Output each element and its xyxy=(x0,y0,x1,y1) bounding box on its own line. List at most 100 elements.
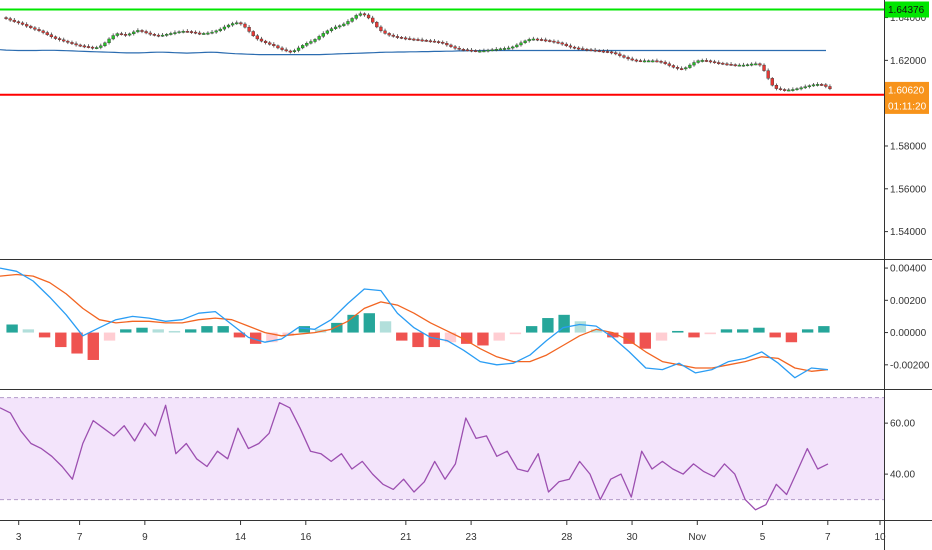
candle-body xyxy=(210,31,214,34)
current-price-tag xyxy=(885,81,929,114)
candle-body xyxy=(680,68,684,70)
candle xyxy=(490,47,494,52)
time-tick-label: 3 xyxy=(16,532,22,543)
candle-body xyxy=(25,24,29,27)
candle xyxy=(292,48,297,54)
candle-body xyxy=(375,22,379,28)
candle xyxy=(465,47,470,52)
macd-histogram-bar xyxy=(509,332,522,335)
candle-body xyxy=(498,48,503,51)
candle-body xyxy=(548,40,552,42)
candle xyxy=(815,82,820,87)
candle-body xyxy=(577,47,581,50)
candle-body xyxy=(539,39,544,41)
price-tick-label: 1.62000 xyxy=(890,56,927,67)
candle-body xyxy=(721,62,725,65)
candle xyxy=(441,40,445,45)
candle xyxy=(416,37,420,42)
candle-body xyxy=(16,21,21,24)
candle-body xyxy=(424,40,428,42)
candle xyxy=(614,50,618,56)
moving-average xyxy=(0,49,826,56)
candle xyxy=(263,39,268,45)
candle-body xyxy=(803,86,807,89)
candle xyxy=(741,62,746,67)
candle-body xyxy=(272,44,276,47)
candle xyxy=(692,60,696,67)
candle xyxy=(288,49,292,54)
candle xyxy=(478,49,482,53)
candle-body xyxy=(189,31,194,33)
macd-histogram-bar xyxy=(769,332,781,338)
candle-body xyxy=(597,50,601,52)
candle-body xyxy=(474,50,478,52)
candle-body xyxy=(486,49,490,52)
candle xyxy=(74,41,78,47)
macd-histogram-bar xyxy=(574,321,587,333)
macd-line xyxy=(0,267,829,379)
candle xyxy=(498,47,503,51)
candle-body xyxy=(342,23,346,26)
candle-body xyxy=(371,17,375,23)
candle-body xyxy=(366,14,371,19)
candle xyxy=(354,13,358,21)
candle-body xyxy=(296,47,301,51)
candle-body xyxy=(268,42,272,45)
macd-histogram-bar xyxy=(623,332,635,344)
candle xyxy=(704,58,709,63)
rsi-band-fill xyxy=(0,397,884,500)
candle-body xyxy=(568,45,573,48)
candle xyxy=(296,45,301,53)
candle xyxy=(469,47,474,53)
macd-histogram-bar xyxy=(6,324,18,333)
candle-body xyxy=(712,61,717,64)
candle-body xyxy=(465,49,470,52)
candle-body xyxy=(395,36,400,38)
candle xyxy=(276,44,280,50)
candle xyxy=(597,49,601,53)
candle xyxy=(165,32,169,37)
macd-panel[interactable]: 0.00400 0.00200 0.00000 -0.00200 xyxy=(0,264,930,379)
candle xyxy=(593,47,597,53)
candle xyxy=(494,47,498,52)
candle-body xyxy=(659,61,663,63)
candle-body xyxy=(799,87,803,90)
candle-body xyxy=(700,60,704,62)
candle xyxy=(214,29,218,34)
rsi-panel[interactable]: 60.00 40.00 xyxy=(0,397,915,511)
candle-body xyxy=(95,47,99,49)
candle xyxy=(758,62,762,67)
candle xyxy=(379,25,383,33)
candle xyxy=(564,42,568,48)
candle-body xyxy=(535,38,540,41)
candle-body xyxy=(284,49,288,52)
candle-body xyxy=(815,84,820,86)
candle xyxy=(127,32,132,37)
candle-body xyxy=(667,63,671,66)
candle xyxy=(502,46,507,51)
candle-body xyxy=(766,70,770,79)
macd-histogram xyxy=(6,313,830,360)
candle-body xyxy=(745,64,750,67)
candle xyxy=(358,11,362,17)
candle xyxy=(486,48,490,53)
candle xyxy=(333,24,338,30)
candle-body xyxy=(675,67,680,69)
candle-body xyxy=(115,33,119,36)
candle xyxy=(803,84,807,90)
candle-body xyxy=(593,49,597,52)
candle-body xyxy=(758,63,762,66)
macd-histogram-bar xyxy=(185,329,197,333)
price-panel[interactable]: 1.54000 1.56000 1.58000 1.62000 1.64000 1.64… xyxy=(0,1,929,239)
candle-body xyxy=(86,46,91,48)
candle xyxy=(395,34,400,39)
candle xyxy=(552,39,556,44)
candle xyxy=(391,33,395,38)
candle-body xyxy=(614,52,618,55)
candle xyxy=(787,88,791,92)
candle xyxy=(445,41,449,47)
candle-body xyxy=(778,88,783,91)
candle-body xyxy=(263,40,268,44)
candle xyxy=(12,17,16,23)
